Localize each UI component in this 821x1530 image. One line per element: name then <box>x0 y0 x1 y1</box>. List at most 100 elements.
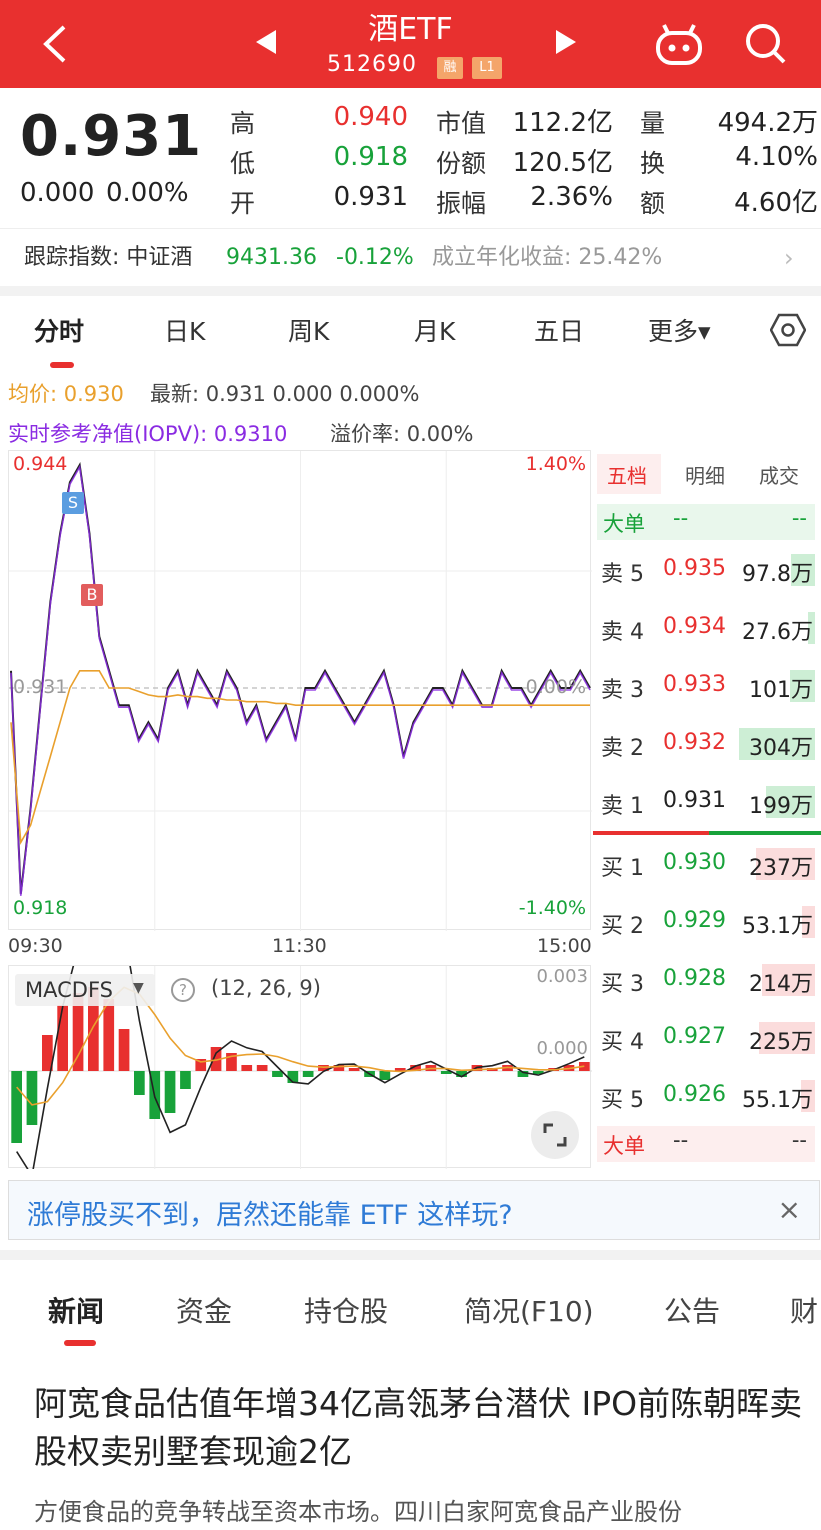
tab-weekly-k[interactable]: 周K <box>288 317 330 346</box>
bid-row-3[interactable]: 买 3 0.928 214万 <box>593 952 821 1010</box>
promo-banner[interactable]: 涨停股买不到，居然还能靠 ETF 这样玩? × <box>8 1180 820 1240</box>
level-price: 0.933 <box>663 672 726 697</box>
news-headline[interactable]: 阿宽食品估值年增34亿高瓴茅台潜伏 IPO前陈朝晖卖股权卖别墅套现逾2亿 <box>34 1384 803 1471</box>
mktcap-label: 市值 <box>436 109 487 138</box>
bid-row-5[interactable]: 买 5 0.926 55.1万 <box>593 1068 821 1126</box>
ask-row-1[interactable]: 卖 1 0.931 199万 <box>593 774 821 832</box>
turnover-label: 换 <box>640 149 666 178</box>
big-order-bid-row: 大单 -- -- <box>597 1126 815 1162</box>
x-tick-open: 09:30 <box>8 935 63 957</box>
level-volume: 237万 <box>749 856 813 881</box>
big-order-ask-vol: -- <box>791 506 807 530</box>
volume-level-bar <box>802 906 815 938</box>
tab-intraday[interactable]: 分时 <box>34 317 85 346</box>
last-price: 0.931 <box>20 104 203 169</box>
tab-funds[interactable]: 资金 <box>176 1295 233 1328</box>
volume-level-bar <box>739 728 815 760</box>
level-label: 卖 2 <box>601 736 644 761</box>
next-stock-button[interactable] <box>548 24 584 60</box>
intraday-chart[interactable]: 0.944 0.931 0.918 1.40% 0.00% -1.40% S B <box>8 450 592 931</box>
level-label: 卖 5 <box>601 562 644 587</box>
tab-active-indicator <box>50 362 74 368</box>
macd-bar-up <box>241 1065 253 1071</box>
macd-params: (12, 26, 9) <box>211 976 321 1000</box>
macd-bar-down <box>11 1071 22 1143</box>
low-label: 低 <box>230 149 256 178</box>
bid-row-4[interactable]: 买 4 0.927 225万 <box>593 1010 821 1068</box>
chevron-right-icon: › <box>784 244 794 272</box>
macd-bar-down <box>379 1071 391 1080</box>
tab-monthly-k[interactable]: 月K <box>414 317 456 346</box>
level-label: 买 5 <box>601 1088 644 1113</box>
expand-button[interactable] <box>531 1111 579 1159</box>
chart-settings-button[interactable] <box>769 312 807 348</box>
macd-bar-down <box>26 1071 38 1125</box>
macd-bar-down <box>134 1071 145 1095</box>
ask-row-2[interactable]: 卖 2 0.932 304万 <box>593 716 821 774</box>
big-order-ask-price: -- <box>673 506 689 530</box>
macd-bar-up <box>579 1062 590 1071</box>
level-label: 卖 3 <box>601 678 644 703</box>
level-volume: 101万 <box>749 678 813 703</box>
tab-financials[interactable]: 财 <box>790 1295 819 1328</box>
book-tab-active-bg <box>597 454 661 494</box>
bid-row-1[interactable]: 买 1 0.930 237万 <box>593 836 821 894</box>
robot-assistant-button[interactable] <box>652 18 706 72</box>
news-summary: 方便食品的竞争转战至资本市场。四川白家阿宽食品产业股份 <box>34 1498 682 1526</box>
margin-badge: 融 <box>437 57 463 79</box>
volume-level-bar <box>808 612 815 644</box>
open-label: 开 <box>230 189 256 218</box>
ask-row-5[interactable]: 卖 5 0.935 97.8万 <box>593 542 821 600</box>
help-icon[interactable]: ? <box>171 978 195 1002</box>
book-tab-trades[interactable]: 成交 <box>759 464 799 488</box>
book-tab-detail[interactable]: 明细 <box>685 464 725 488</box>
prev-triangle-icon <box>256 30 276 54</box>
level-price: 0.928 <box>663 966 726 991</box>
low-value: 0.918 <box>333 142 408 172</box>
volume-label: 量 <box>640 109 666 138</box>
open-value: 0.931 <box>333 182 408 212</box>
macd-bar-up <box>88 987 99 1071</box>
tab-news[interactable]: 新闻 <box>48 1295 105 1328</box>
tab-profile[interactable]: 简况(F10) <box>464 1295 594 1328</box>
tab-five-day[interactable]: 五日 <box>534 317 585 346</box>
macd-bar-down <box>272 1071 283 1077</box>
close-icon[interactable]: × <box>777 1193 801 1226</box>
tab-announcements[interactable]: 公告 <box>664 1295 721 1328</box>
high-value: 0.940 <box>333 102 408 132</box>
macd-chart[interactable]: MACDFS ▼ ? (12, 26, 9) 0.003 0.000 <box>8 965 592 1169</box>
book-tab-five-level[interactable]: 五档 <box>607 464 647 488</box>
macd-selector[interactable]: MACDFS ▼ <box>15 974 155 1006</box>
big-order-bid-price: -- <box>673 1128 689 1152</box>
iopv-label: 实时参考净值(IOPV): 0.9310 <box>8 422 288 446</box>
y-left-mid: 0.931 <box>13 676 68 698</box>
tab-holdings[interactable]: 持仓股 <box>304 1295 389 1328</box>
shares-label: 份额 <box>436 149 487 178</box>
annual-return: 成立年化收益: 25.42% <box>432 245 663 270</box>
macd-label: MACDFS <box>25 978 113 1002</box>
back-button[interactable] <box>30 14 80 74</box>
level-price: 0.926 <box>663 1082 726 1107</box>
tab-daily-k[interactable]: 日K <box>164 317 206 346</box>
level-price: 0.929 <box>663 908 726 933</box>
big-order-ask-row: 大单 -- -- <box>597 504 815 540</box>
bid-row-2[interactable]: 买 2 0.929 53.1万 <box>593 894 821 952</box>
y-right-bottom: -1.40% <box>518 897 586 919</box>
caret-down-icon: ▼ <box>133 980 144 996</box>
ask-row-4[interactable]: 卖 4 0.934 27.6万 <box>593 600 821 658</box>
tab-more[interactable]: 更多▾ <box>648 317 711 346</box>
ask-row-3[interactable]: 卖 3 0.933 101万 <box>593 658 821 716</box>
macd-bar-up <box>226 1053 237 1071</box>
hexagon-settings-icon <box>769 313 807 347</box>
buy-marker[interactable]: B <box>81 584 103 606</box>
tracking-index-row[interactable]: 跟踪指数: 中证酒 9431.36 -0.12% 成立年化收益: 25.42% … <box>0 228 821 286</box>
macd-bar-down <box>287 1071 299 1083</box>
level-volume: 225万 <box>749 1030 813 1055</box>
volume-level-bar <box>762 964 815 996</box>
search-button[interactable] <box>738 16 792 70</box>
macd-bar-up <box>333 1065 345 1071</box>
sell-marker[interactable]: S <box>62 492 84 514</box>
volume-level-bar <box>790 670 815 702</box>
prev-stock-button[interactable] <box>248 24 284 60</box>
ratio-bar-red <box>593 831 709 835</box>
